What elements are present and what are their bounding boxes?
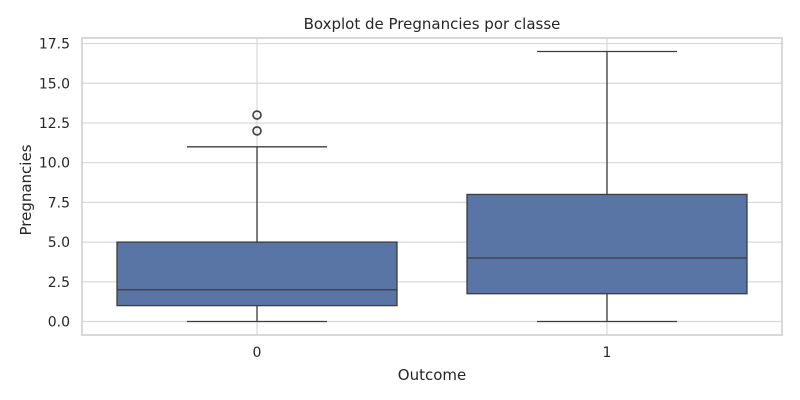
plot-frame xyxy=(81,37,783,336)
box-group-1 xyxy=(466,50,748,323)
y-axis-label: Pregnancies xyxy=(17,144,35,235)
y-tick-label: 7.5 xyxy=(48,195,70,211)
x-axis-label: Outcome xyxy=(398,366,466,384)
box-layer xyxy=(116,50,748,323)
x-tick-label: 1 xyxy=(603,345,612,361)
y-tick-labels: 0.0 2.5 5.0 7.5 10.0 12.5 15.0 17.5 xyxy=(39,37,70,331)
chart-title: Boxplot de Pregnancies por classe xyxy=(304,15,561,33)
x-tick-label: 0 xyxy=(253,345,262,361)
y-tick-label: 17.5 xyxy=(39,37,70,53)
box-group-0 xyxy=(116,110,398,323)
y-tick-label: 5.0 xyxy=(48,235,70,251)
y-tick-label: 0.0 xyxy=(48,315,70,331)
y-tick-label: 10.0 xyxy=(39,156,70,172)
y-tick-label: 12.5 xyxy=(39,116,70,132)
y-tick-label: 15.0 xyxy=(39,76,70,92)
iqr-box xyxy=(116,241,398,307)
outlier-point xyxy=(252,110,262,120)
iqr-box xyxy=(466,193,748,295)
y-tick-label: 2.5 xyxy=(48,275,70,291)
outlier-point xyxy=(252,126,262,136)
